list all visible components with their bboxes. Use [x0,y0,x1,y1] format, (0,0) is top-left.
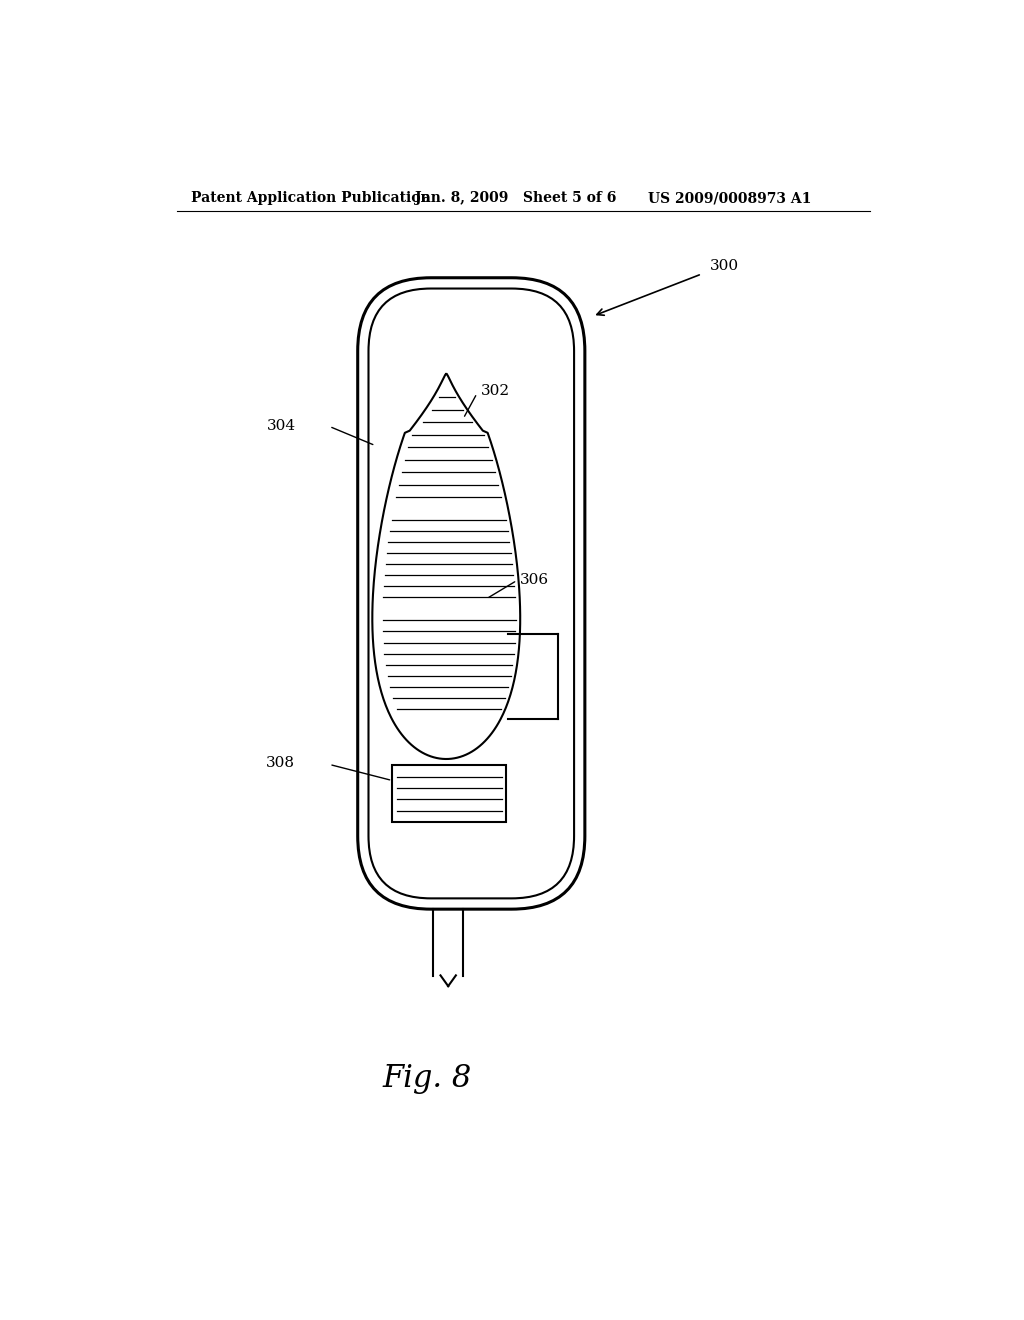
Text: 302: 302 [481,384,510,397]
Text: 306: 306 [519,573,549,587]
Text: 300: 300 [710,259,738,273]
Text: Jan. 8, 2009   Sheet 5 of 6: Jan. 8, 2009 Sheet 5 of 6 [416,191,616,206]
Bar [392,766,506,822]
Text: 304: 304 [267,420,296,433]
Text: Fig. 8: Fig. 8 [382,1063,472,1094]
Text: US 2009/0008973 A1: US 2009/0008973 A1 [648,191,811,206]
Text: 308: 308 [266,756,295,770]
Text: Patent Application Publication: Patent Application Publication [190,191,430,206]
